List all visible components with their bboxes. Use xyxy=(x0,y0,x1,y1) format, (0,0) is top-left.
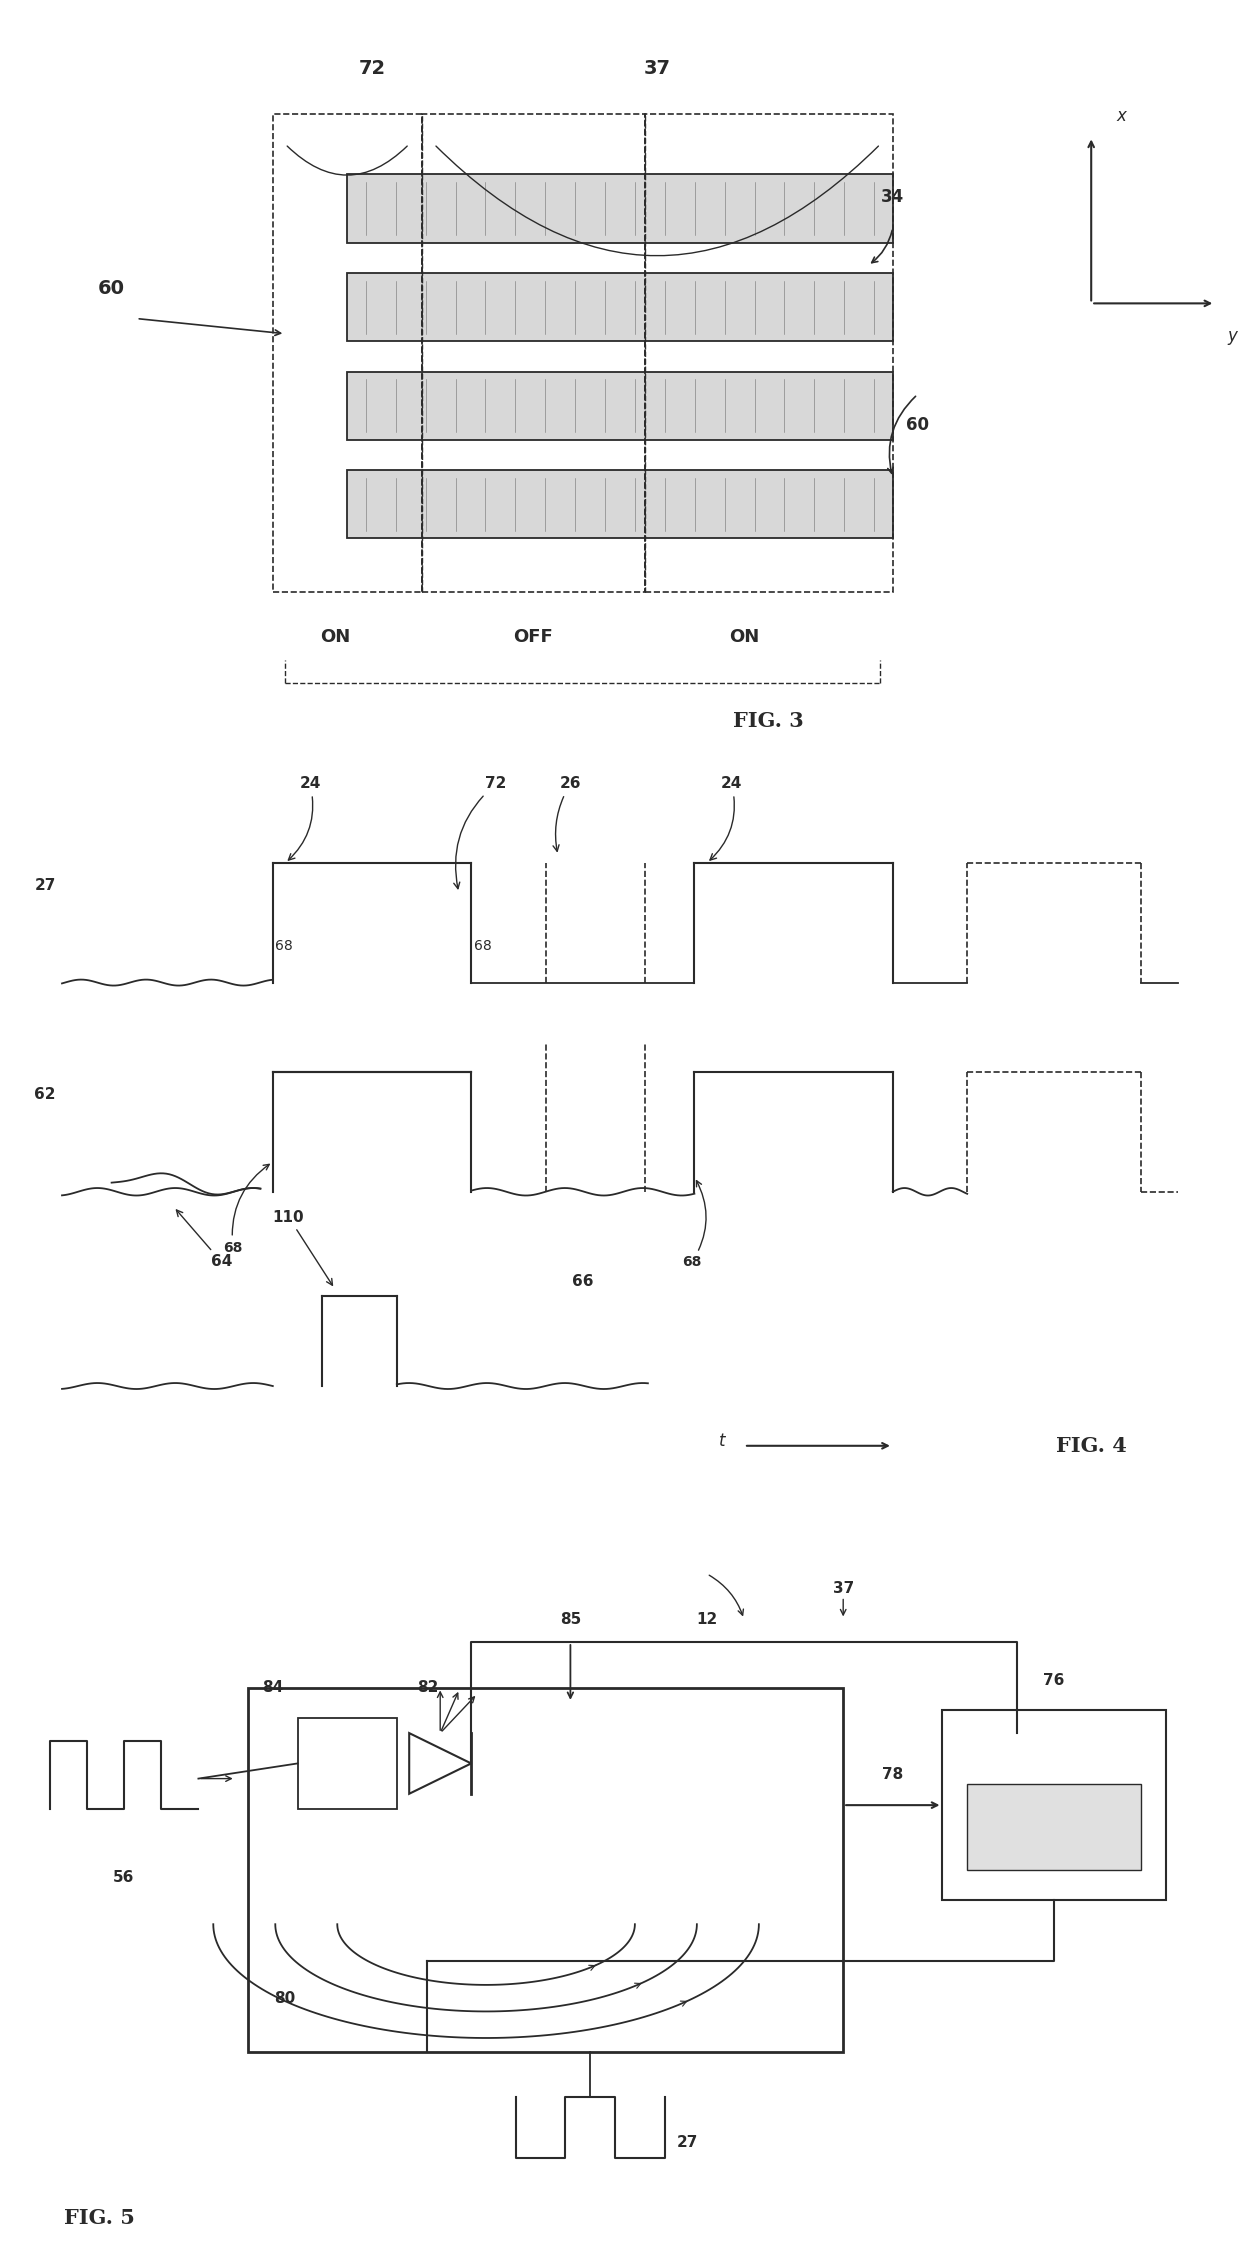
Text: 85: 85 xyxy=(559,1612,582,1628)
Text: 60: 60 xyxy=(906,417,929,435)
Text: 56: 56 xyxy=(113,1870,135,1884)
Text: 76: 76 xyxy=(1043,1673,1065,1687)
Bar xyxy=(967,1784,1141,1870)
Text: ON: ON xyxy=(729,627,759,645)
Bar xyxy=(645,113,893,591)
Text: 68: 68 xyxy=(474,940,491,953)
Text: 110: 110 xyxy=(273,1209,332,1286)
Text: ON: ON xyxy=(320,627,350,645)
Text: 68: 68 xyxy=(682,1180,706,1270)
Text: 72: 72 xyxy=(454,777,507,890)
Text: 80: 80 xyxy=(274,1990,296,2006)
Text: 82: 82 xyxy=(417,1680,439,1696)
Bar xyxy=(347,471,893,539)
Bar xyxy=(422,113,645,591)
Text: 66: 66 xyxy=(572,1275,594,1288)
Bar xyxy=(273,113,422,591)
Text: FIG. 3: FIG. 3 xyxy=(733,711,805,731)
Text: 62: 62 xyxy=(35,1087,56,1103)
Text: y: y xyxy=(1228,328,1238,346)
Text: 37: 37 xyxy=(644,59,671,77)
Text: FIG. 5: FIG. 5 xyxy=(63,2207,135,2228)
Text: 60: 60 xyxy=(98,278,125,297)
Bar xyxy=(942,1709,1166,1899)
Text: OFF: OFF xyxy=(513,627,553,645)
Bar xyxy=(347,174,893,242)
Text: 27: 27 xyxy=(35,878,56,892)
Text: FIG. 4: FIG. 4 xyxy=(1055,1435,1127,1456)
Text: 34: 34 xyxy=(882,188,904,206)
Bar xyxy=(298,1718,397,1809)
Text: t: t xyxy=(719,1431,725,1449)
Text: 64: 64 xyxy=(176,1209,232,1270)
Text: x: x xyxy=(1116,106,1126,125)
Text: 68: 68 xyxy=(223,1164,269,1254)
Text: 37: 37 xyxy=(832,1583,854,1596)
Text: 72: 72 xyxy=(358,59,386,77)
Bar xyxy=(347,371,893,439)
Text: 84: 84 xyxy=(262,1680,284,1696)
Text: 27: 27 xyxy=(677,2135,698,2151)
Text: 12: 12 xyxy=(696,1612,718,1628)
Text: 26: 26 xyxy=(553,777,582,851)
Bar xyxy=(248,1687,843,2051)
Text: 24: 24 xyxy=(711,777,743,860)
Text: 68: 68 xyxy=(275,940,293,953)
Text: 24: 24 xyxy=(289,777,321,860)
Text: 78: 78 xyxy=(882,1768,904,1782)
Bar xyxy=(347,274,893,342)
